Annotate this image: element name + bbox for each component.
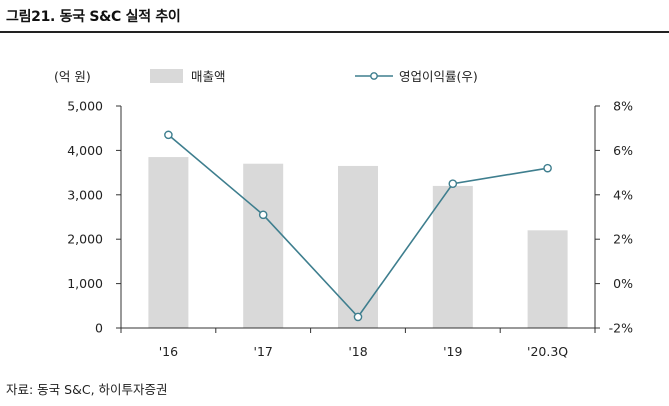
left-tick-label-2: 2,000 <box>67 232 103 247</box>
bars-layer <box>148 157 568 328</box>
right-tick-label-3: 4% <box>613 187 633 202</box>
ticks-layer: 0 1,000 2,000 3,000 4,000 5,000 -2% 0% 2% 4% 6% 8% '… <box>67 99 633 360</box>
axes-layer <box>120 106 596 329</box>
bar-0 <box>148 157 189 328</box>
margin-point-3 <box>448 179 458 188</box>
right-tick-label-2: 2% <box>613 232 633 247</box>
left-axis-unit-label: (억 원) <box>54 69 91 84</box>
figure-title: 그림21. 동국 S&C 실적 추이 <box>6 9 181 25</box>
x-tick-label-4: '20.3Q <box>527 344 568 359</box>
x-tick-label-0: '16 <box>159 344 178 359</box>
left-tick-label-3: 3,000 <box>67 187 103 202</box>
legend-bar-label: 매출액 <box>191 69 226 84</box>
x-tick-label-2: '18 <box>348 344 367 359</box>
legend-line-label: 영업이익률(우) <box>399 69 478 84</box>
legend-line-marker <box>370 72 378 80</box>
line-layer <box>164 130 552 322</box>
x-tick-label-3: '19 <box>443 344 462 359</box>
left-tick-label-5: 5,000 <box>67 99 103 114</box>
right-tick-label-5: 8% <box>613 99 633 114</box>
x-tick-label-1: '17 <box>254 344 273 359</box>
legend: 매출액 영업이익률(우) <box>150 69 478 84</box>
right-tick-label-4: 6% <box>613 143 633 158</box>
bar-2 <box>338 165 378 328</box>
margin-point-1 <box>258 210 268 220</box>
left-tick-label-1: 1,000 <box>67 276 103 291</box>
bar-4 <box>527 230 568 328</box>
legend-bar-swatch <box>150 69 183 83</box>
margin-point-0 <box>164 130 173 140</box>
bar-3 <box>432 185 473 328</box>
source-note: 자료: 동국 S&C, 하이투자증권 <box>6 382 168 397</box>
right-tick-label-1: 0% <box>613 276 633 291</box>
title-divider <box>0 31 669 33</box>
margin-point-4 <box>543 163 552 173</box>
left-tick-label-0: 0 <box>95 321 103 336</box>
right-tick-label-0: -2% <box>609 321 633 336</box>
margin-point-2 <box>353 312 363 322</box>
bar-1 <box>243 163 284 328</box>
left-tick-label-4: 4,000 <box>67 143 103 158</box>
